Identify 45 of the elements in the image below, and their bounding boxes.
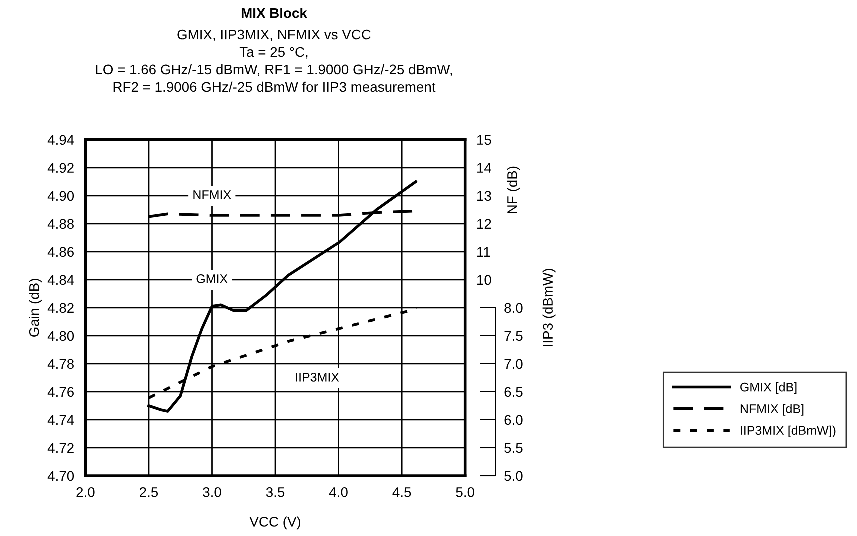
y-tick-label: 4.92 [48,163,74,174]
x-axis-title: VCC (V) [250,516,301,530]
y-tick-label: 4.94 [48,135,74,146]
y-tick-label: 4.84 [48,275,74,286]
x-tick-label: 3.5 [266,487,285,498]
x-tick-label: 4.5 [392,488,412,498]
y-tick-label: 4.76 [48,387,74,398]
y3-tick-label: 7.5 [504,331,523,342]
y2-axis-title: NF (dB) [507,166,520,214]
y3-axis-title: IIP3 (dBmW) [542,269,556,346]
y3-tick-label: 7.0 [504,359,523,370]
y-tick-label: 4.80 [48,331,74,342]
y-axis-title: Gain (dB) [29,279,42,337]
y2-tick-label: 12 [478,219,492,229]
x-tick-label: 5.0 [456,487,474,498]
legend-label: NFMIX [dB] [740,404,804,416]
y3-tick-label: 5.0 [504,471,523,482]
x-tick-label: 2.5 [140,487,158,498]
y3-tick-label: 6.0 [504,415,523,426]
y-tick-label: 4.82 [48,303,74,314]
annotation: IIP3MIX [296,373,340,382]
x-tick-label: 2.0 [76,487,95,498]
x-tick-label: 4.0 [329,487,348,498]
y2-tick-label: 15 [478,135,492,146]
y-tick-label: 4.78 [48,359,74,370]
legend-label: IIP3MIX [dBmW]) [741,426,836,438]
annotation: GMIX [196,274,228,284]
y3-tick-label: 5.5 [504,443,523,454]
y-tick-label: 4.74 [48,415,74,425]
y3-tick-label: 8.0 [504,303,523,314]
chart-title: MIX Block [242,8,308,18]
y2-tick-label: 11 [478,247,490,257]
y-tick-label: 4.70 [48,471,74,482]
x-tick-label: 3.0 [203,487,222,498]
y-tick-label: 4.72 [48,443,74,453]
legend-label: GMIX [dB] [740,382,797,394]
y2-tick-label: 10 [478,275,492,286]
y3-tick-label: 6.5 [504,387,523,398]
y-tick-label: 4.90 [48,191,74,202]
chart-subtitle: GMIX, IIP3MIX, NFMIX vs VCC Ta = 25 °C, LO = 1.66 GHz/-15 dBmW, RF1 = 1.9000 GHz/-25 dBmW, RF2 = 1.9006 GHz/-25 dBmW for IIP3 measurement [96,30,452,92]
y-tick-label: 4.88 [48,219,74,230]
y2-tick-label: 14 [478,163,492,173]
annotation: NFMIX [194,190,232,200]
y2-tick-label: 13 [478,191,492,202]
y-tick-label: 4.86 [48,247,74,258]
